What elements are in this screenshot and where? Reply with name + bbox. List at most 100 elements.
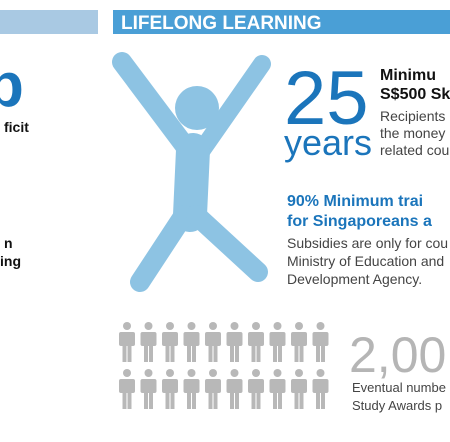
person-icon-part [256, 344, 261, 362]
person-icon-part [248, 379, 264, 393]
person-icon-part [170, 344, 175, 362]
person-icon-part [273, 369, 282, 377]
person-icon-part [278, 391, 282, 409]
big-number: 25 [284, 56, 369, 141]
body-text: Development Agency. [287, 271, 422, 287]
person-icon-part [187, 369, 196, 377]
people-icons [119, 322, 329, 409]
body-text: Subsidies are only for cou [287, 235, 448, 251]
body-text: related cou [380, 142, 449, 158]
person-icon-part [235, 391, 239, 409]
person-icon-part [226, 332, 243, 346]
body-text: Recipients [380, 108, 445, 124]
heading: 90% Minimum trai [287, 193, 423, 210]
person-icon-part [316, 322, 325, 330]
left-text: ing [0, 253, 21, 269]
left-header-bar [0, 10, 98, 34]
person-icon-part [166, 369, 174, 377]
person-icon-part [316, 369, 325, 377]
jumping-figure [112, 52, 271, 292]
person-icon-part [213, 391, 218, 409]
person-icon-part [187, 322, 196, 330]
person-icon-part [299, 391, 304, 409]
person-icon-part [119, 332, 135, 346]
person-icon-part [294, 391, 299, 409]
person-icon-part [144, 391, 148, 409]
person-icon-part [187, 391, 191, 409]
figure-head [175, 86, 219, 130]
person-icon-part [235, 344, 239, 362]
person-icon-part [251, 344, 256, 362]
person-icon-part [162, 379, 178, 393]
heading: for Singaporeans a [287, 213, 432, 230]
person-icon-part [273, 344, 277, 362]
person-icon-part [230, 369, 239, 377]
person-icon-part [256, 391, 261, 409]
person-icon-part [162, 332, 178, 346]
person-icon-part [183, 379, 200, 393]
person-icon-part [230, 322, 239, 330]
person-icon-part [122, 344, 127, 362]
person-icon-part [291, 332, 307, 346]
person-icon-part [251, 391, 256, 409]
person-icon-part [187, 344, 191, 362]
person-icon-part [316, 344, 320, 362]
left-big-figure: b [0, 51, 24, 120]
person-icon-part [209, 322, 217, 330]
body-text: Study Awards p [352, 398, 442, 413]
heading: Minimu [380, 67, 436, 84]
person-icon-part [209, 369, 217, 377]
person-icon-part [122, 391, 127, 409]
person-icon-part [252, 322, 260, 330]
person-icon-part [144, 322, 153, 330]
person-icon-part [269, 332, 286, 346]
body-text: Ministry of Education and [287, 253, 444, 269]
person-icon-part [299, 344, 304, 362]
left-text: n [4, 235, 13, 251]
heading: S$500 Sk [380, 86, 450, 103]
person-icon-part [149, 391, 153, 409]
person-icon-part [183, 332, 200, 346]
person-icon-part [321, 344, 325, 362]
person-icon-part [248, 332, 264, 346]
body-text: Eventual numbe [352, 380, 446, 395]
person-icon-part [230, 344, 234, 362]
person-icon-part [119, 379, 135, 393]
person-icon-part [144, 369, 153, 377]
person-icon-part [312, 379, 329, 393]
person-icon-part [278, 344, 282, 362]
person-icon-part [269, 379, 286, 393]
person-icon-part [166, 322, 174, 330]
person-icon-part [140, 332, 157, 346]
person-icon-part [192, 344, 196, 362]
person-icon-part [165, 344, 170, 362]
person-icon-part [321, 391, 325, 409]
person-icon-part [205, 379, 221, 393]
person-icon-part [149, 344, 153, 362]
person-icon-part [170, 391, 175, 409]
person-icon-part [140, 379, 157, 393]
person-icon-part [230, 391, 234, 409]
person-icon-part [123, 369, 131, 377]
person-icon-part [144, 344, 148, 362]
person-icon-part [208, 391, 213, 409]
person-icon-part [291, 379, 307, 393]
person-icon-part [273, 322, 282, 330]
section-header: LIFELONG LEARNING [121, 13, 322, 34]
person-icon-part [213, 344, 218, 362]
person-icon-part [312, 332, 329, 346]
big-unit: years [284, 122, 372, 163]
person-icon-part [127, 344, 132, 362]
person-icon-part [165, 391, 170, 409]
person-icon-part [294, 344, 299, 362]
person-icon-part [252, 369, 260, 377]
big-number: 2,00 [349, 327, 446, 383]
person-icon-part [295, 369, 303, 377]
person-icon-part [123, 322, 131, 330]
person-icon-part [295, 322, 303, 330]
person-icon-part [205, 332, 221, 346]
header-bar [113, 10, 450, 34]
person-icon-part [208, 344, 213, 362]
